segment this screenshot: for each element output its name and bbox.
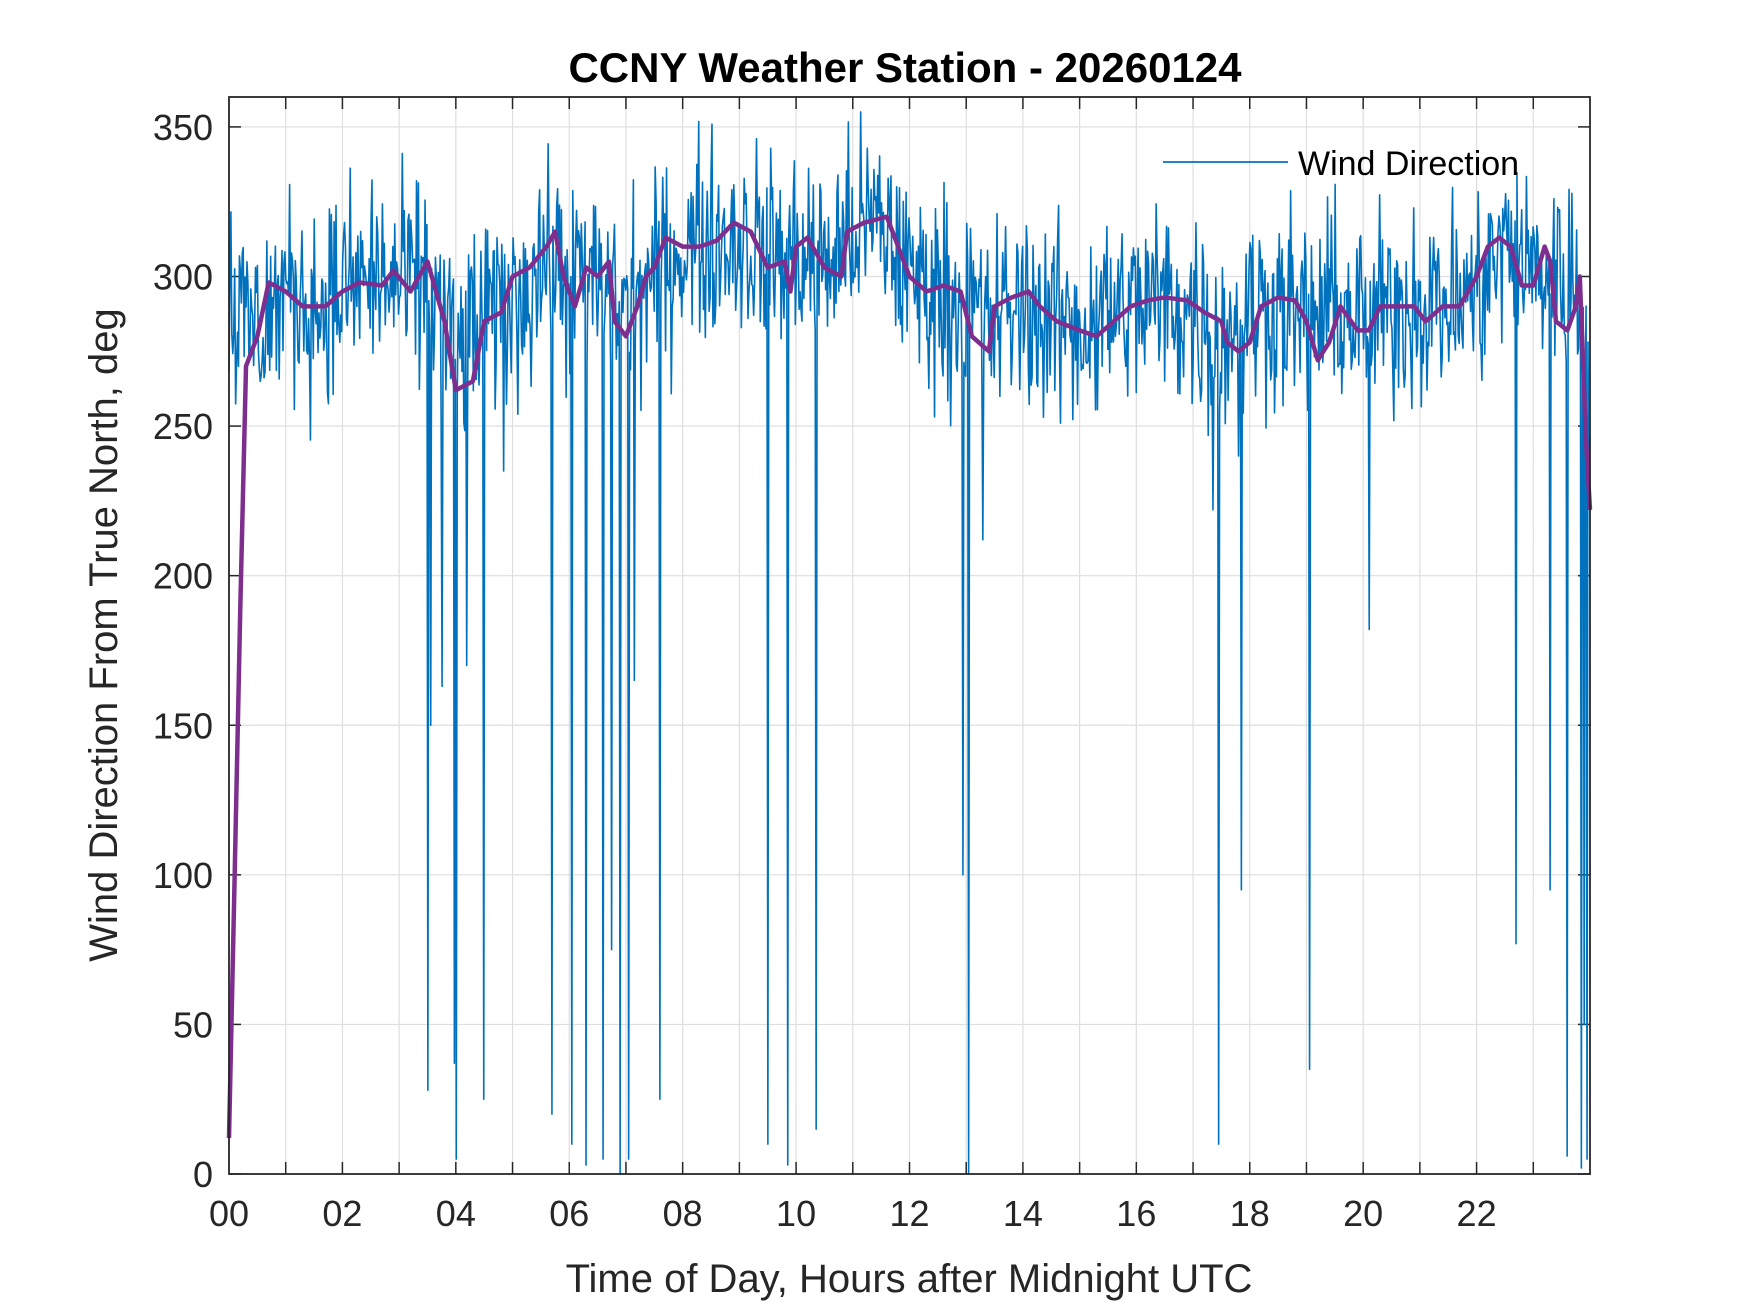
chart-title: CCNY Weather Station - 20260124 [568,44,1242,91]
x-tick-label: 14 [1003,1193,1043,1234]
y-axis-label: Wind Direction From True North, deg [82,308,126,962]
x-tick-label: 08 [663,1193,703,1234]
series-wind-direction-line [228,111,1591,1175]
series-layer [226,111,1593,1175]
y-tick-labels: 0 50 100 150 200 250 300 350 [153,107,213,1195]
plot-area-border [228,96,1591,1175]
y-tick-label: 250 [153,406,213,447]
x-axis-label: Time of Day, Hours after Midnight UTC [566,1257,1253,1301]
y-tick-label: 300 [153,257,213,298]
y-tick-label: 0 [193,1154,213,1195]
x-tick-label: 06 [549,1193,589,1234]
legend-entry-wind-direction: Wind Direction [1298,145,1519,183]
x-tick-label: 10 [776,1193,816,1234]
y-tick-label: 100 [153,855,213,896]
legend: Wind Direction [1163,145,1519,183]
x-tick-label: 18 [1230,1193,1270,1234]
y-tick-label: 50 [173,1004,213,1045]
x-tick-label: 20 [1343,1193,1383,1234]
x-tick-label: 22 [1457,1193,1497,1234]
x-tick-label: 12 [889,1193,929,1234]
y-tick-label: 350 [153,107,213,148]
x-tick-label: 02 [322,1193,362,1234]
x-tick-label: 04 [436,1193,476,1234]
x-tick-label: 16 [1116,1193,1156,1234]
series-wind-direction-smoothed-line [226,214,1593,1139]
y-tick-label: 150 [153,705,213,746]
x-tick-labels: 00 02 04 06 08 10 12 14 16 18 20 22 [209,1193,1497,1234]
x-tick-label: 00 [209,1193,249,1234]
y-tick-label: 200 [153,556,213,597]
